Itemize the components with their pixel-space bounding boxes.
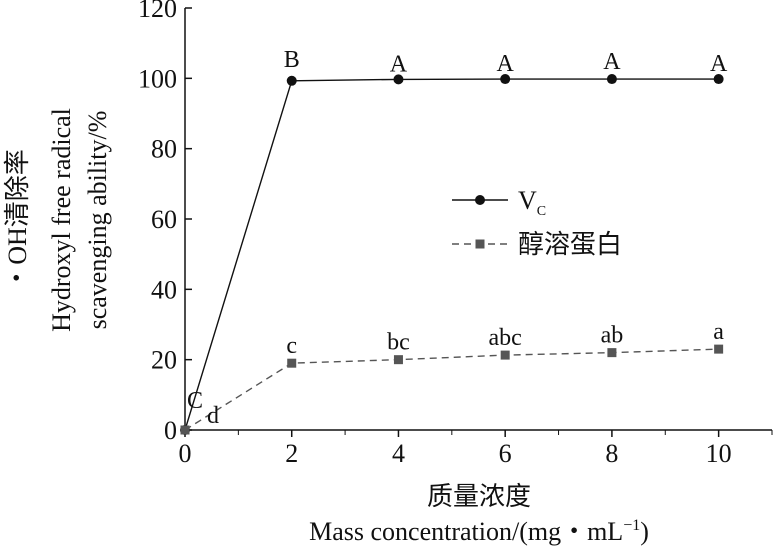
series-1-point	[286, 75, 297, 86]
significance-letter: A	[390, 51, 408, 77]
series-2-point	[393, 355, 403, 365]
y-tick-label: 100	[138, 64, 177, 93]
series-2-point	[287, 358, 297, 368]
y-tick-label: 40	[151, 275, 177, 304]
legend-label-2: 醇溶蛋白	[518, 230, 622, 259]
y-tick-label: 60	[151, 205, 177, 234]
legend-marker-2	[475, 239, 485, 249]
y-axis-title-en-line1: Hydroxyl free radical	[47, 108, 76, 332]
legend-label-1-sub: C	[537, 204, 546, 219]
ticks: 0 20 40 60 80 100 120 0 2 4 6 8 10	[138, 0, 773, 468]
x-axis-title-cn: 质量浓度	[427, 482, 531, 511]
x-axis-title-en-sup: −1	[623, 517, 640, 534]
series-1-point	[606, 74, 617, 85]
series-2-point	[714, 344, 724, 354]
y-axis-title-cn: ・OH清除率	[3, 149, 32, 291]
series-line-2	[184, 348, 719, 431]
y-tick-label: 120	[138, 0, 177, 23]
significance-letter: a	[713, 319, 724, 345]
legend-label-1: VC	[518, 186, 546, 219]
series-2-point	[607, 348, 617, 358]
series-2-point	[180, 425, 190, 435]
series-line-1	[184, 78, 719, 431]
y-tick-label: 80	[151, 135, 177, 164]
x-tick-label: 0	[179, 439, 192, 468]
legend-marker-1	[475, 195, 485, 205]
x-tick-label: 10	[706, 439, 732, 468]
y-tick-label: 0	[164, 416, 177, 445]
series-1-point	[713, 74, 724, 85]
x-axis-title-en: Mass concentration/(mg・mL−1)	[309, 517, 649, 546]
series-1-point	[393, 74, 404, 85]
series-layer	[180, 74, 724, 435]
significance-letter: C	[187, 388, 203, 414]
legend: VC 醇溶蛋白	[452, 186, 622, 259]
x-tick-label: 2	[285, 439, 298, 468]
series-2-point	[500, 350, 510, 360]
significance-letter: A	[603, 49, 621, 75]
significance-letter: c	[286, 333, 297, 359]
significance-letter: B	[284, 47, 300, 73]
significance-letter: A	[497, 51, 515, 77]
y-tick-label: 20	[151, 346, 177, 375]
y-axis-title-en-line2: scavenging ability/%	[83, 111, 112, 330]
significance-letter: d	[207, 403, 219, 429]
significance-letter: bc	[387, 330, 410, 356]
x-tick-label: 6	[499, 439, 512, 468]
axes	[184, 8, 772, 431]
series-1-point	[500, 74, 511, 85]
x-tick-label: 8	[605, 439, 618, 468]
significance-letter: A	[710, 51, 728, 77]
significance-letter: ab	[601, 323, 624, 349]
x-tick-label: 4	[392, 439, 405, 468]
significance-letters: C B A A A Ad c bc abc ab a	[187, 47, 728, 429]
legend-label-1-main: V	[518, 186, 537, 215]
significance-letter: abc	[489, 325, 522, 351]
